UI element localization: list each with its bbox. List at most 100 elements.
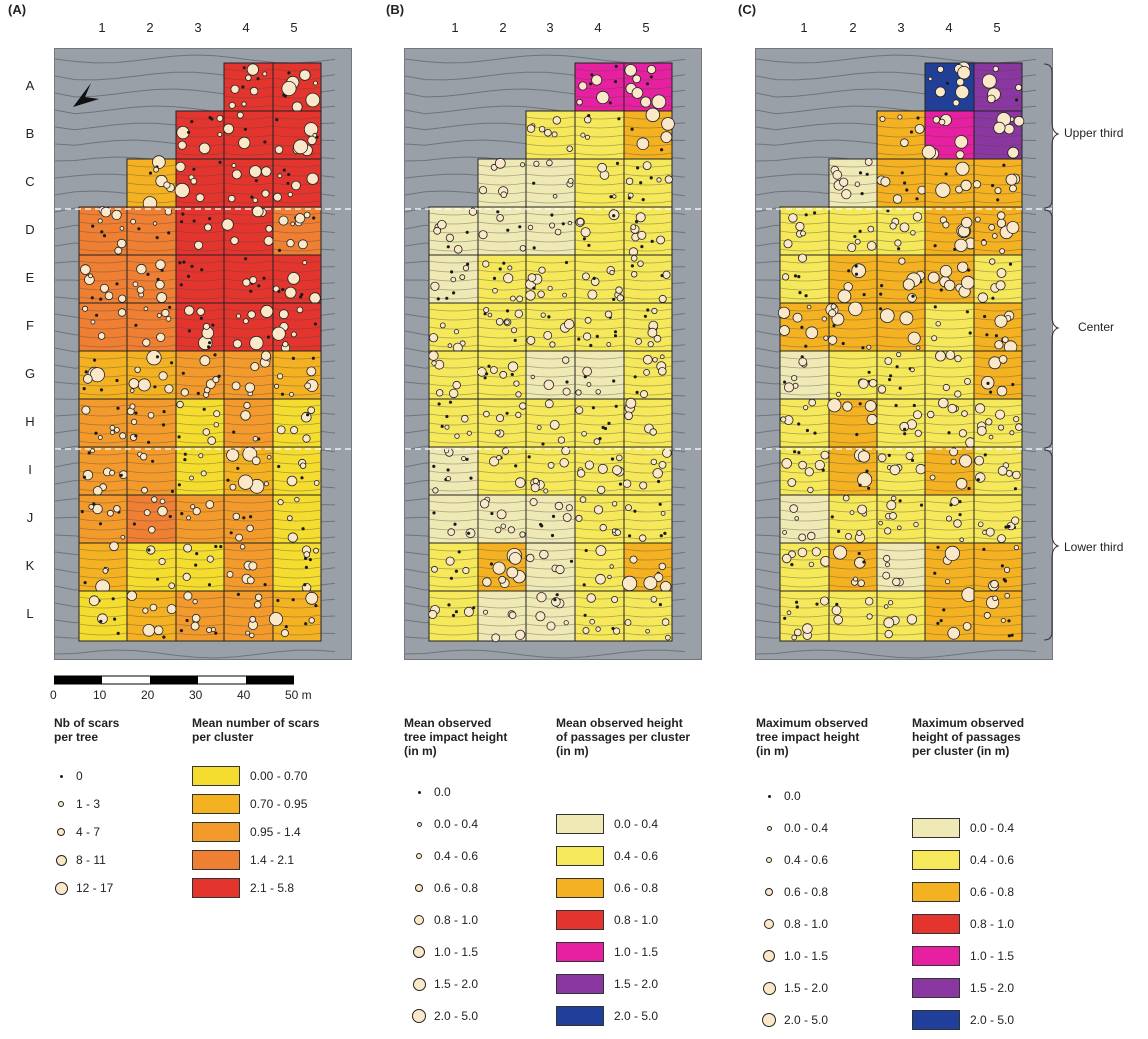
tree-symbol	[795, 221, 805, 232]
tree-symbol	[787, 478, 797, 487]
tree-symbol	[933, 571, 937, 575]
cell-contour	[876, 488, 926, 492]
tree-symbol-icon	[414, 915, 424, 925]
color-swatch	[556, 942, 604, 962]
tree-symbol	[156, 577, 160, 581]
tree-symbol	[866, 413, 878, 425]
tree-symbol	[162, 635, 166, 639]
cell-contour	[78, 440, 128, 444]
cell-contour	[525, 134, 576, 138]
tree-symbol	[581, 272, 590, 281]
tree-symbol	[821, 316, 827, 322]
tree-symbol	[795, 605, 799, 609]
cell-contour	[828, 164, 878, 168]
cell-contour	[574, 374, 625, 378]
cell-contour	[78, 356, 128, 360]
tree-symbol	[187, 329, 191, 333]
tree-symbol	[613, 627, 621, 635]
tree-symbol	[507, 361, 519, 372]
tree-symbol-icon	[763, 950, 775, 962]
legend-c-colors-title-line: Maximum observed	[912, 716, 1025, 730]
tree-symbol	[837, 289, 852, 304]
cluster-cell-F1	[428, 302, 479, 352]
cell-contour	[574, 200, 625, 204]
cell-contour	[828, 365, 878, 369]
tree-symbol	[182, 572, 191, 582]
tree-symbol	[446, 468, 450, 472]
tree-symbol	[936, 621, 940, 626]
cell-contour	[525, 116, 576, 120]
cell-contour	[175, 296, 225, 300]
tree-symbol	[286, 515, 293, 522]
tree-symbol	[965, 310, 969, 314]
tree-symbol	[263, 140, 267, 144]
tree-symbol	[304, 565, 308, 570]
tree-symbol	[562, 292, 568, 298]
tree-symbol	[635, 390, 639, 394]
cell-contour	[272, 152, 322, 156]
tree-symbol	[889, 511, 897, 520]
tree-symbol	[518, 225, 522, 229]
tree-symbol	[119, 226, 125, 231]
legend-c-symbols-label: 0.4 - 0.6	[784, 853, 829, 867]
tree-symbol	[252, 436, 259, 442]
cell-contour	[126, 173, 177, 177]
tree-symbol	[630, 255, 638, 262]
cell-contour	[779, 470, 830, 474]
tree-symbol	[800, 230, 806, 237]
cell-contour	[574, 536, 625, 540]
tree-symbol	[551, 131, 558, 138]
tree-symbol	[90, 448, 95, 454]
cell-contour	[779, 509, 830, 513]
cell-contour	[477, 536, 527, 540]
tree-symbol	[622, 479, 632, 488]
tree-symbol	[646, 64, 657, 75]
cell-contour	[876, 383, 926, 387]
cell-contour	[525, 374, 576, 378]
cell-contour	[924, 527, 975, 531]
tree-symbol	[132, 522, 137, 526]
cell-contour	[623, 317, 673, 321]
cell-contour	[574, 614, 625, 618]
cell-contour	[525, 431, 576, 435]
cell-contour	[175, 440, 225, 444]
panel-a-column-label-3: 3	[194, 20, 202, 35]
cell-contour	[779, 527, 830, 531]
cell-contour	[623, 344, 673, 348]
legend-b-colors-item: 1.5 - 2.0	[556, 974, 658, 994]
cell-contour	[272, 269, 322, 273]
tree-symbol-icon	[413, 946, 425, 958]
tree-symbol	[176, 400, 184, 409]
tree-symbol	[230, 84, 240, 94]
tree-symbol	[1000, 618, 1006, 624]
cell-contour	[126, 614, 177, 618]
tree-symbol	[247, 310, 256, 319]
cell-contour	[924, 452, 975, 456]
cell-contour	[272, 461, 322, 465]
cell-contour	[78, 461, 128, 465]
cell-contour	[272, 422, 322, 426]
cell-contour	[779, 413, 830, 417]
tree-symbol	[559, 458, 569, 468]
tree-symbol	[593, 438, 601, 445]
tree-symbol	[991, 183, 995, 188]
cell-contour	[574, 173, 625, 177]
tree-symbol	[782, 553, 792, 564]
tree-symbol	[607, 421, 611, 425]
cell-contour	[924, 308, 975, 312]
tree-symbol	[823, 335, 829, 341]
cell-contour	[477, 308, 527, 312]
tree-symbol	[976, 478, 980, 482]
tree-symbol	[780, 416, 787, 423]
legend-a-symbols-item: 12 - 17	[54, 878, 113, 898]
cell-contour	[272, 356, 322, 360]
legend-b-colors-item: 0.6 - 0.8	[556, 878, 658, 898]
tree-symbol	[988, 223, 996, 231]
cell-contour	[973, 488, 1023, 492]
tree-symbol	[249, 615, 257, 623]
cell-contour	[223, 470, 274, 474]
tree-symbol	[831, 312, 845, 326]
tree-symbol	[192, 598, 198, 605]
tree-symbol	[543, 330, 553, 340]
tree-symbol	[506, 566, 519, 579]
